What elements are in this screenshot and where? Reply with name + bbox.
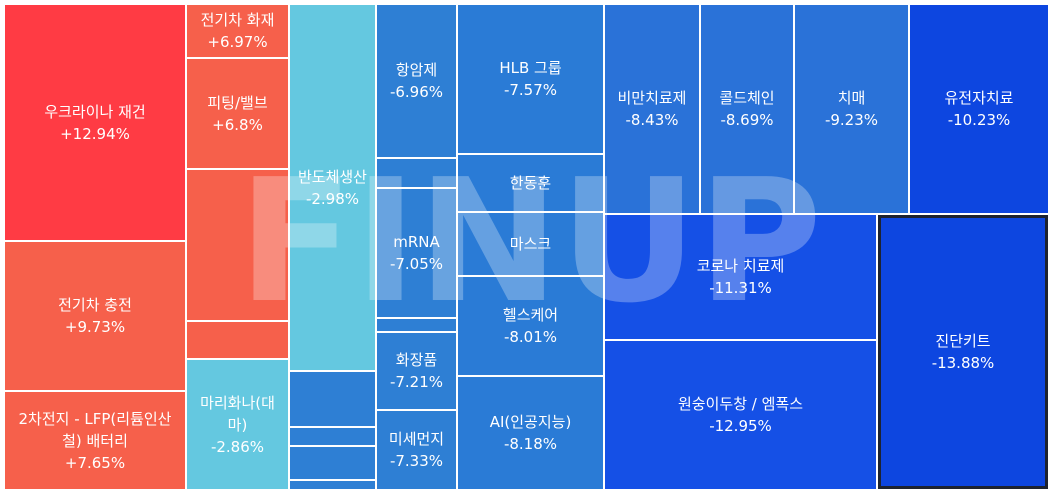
theme-change-rate: -8.01%: [503, 328, 558, 346]
theme-name: 화장품: [395, 351, 438, 369]
theme-name: 전기차 충전: [58, 296, 132, 314]
theme-tile-ukraine-reconstruction[interactable]: 우크라이나 재건 +12.94%: [5, 5, 185, 240]
theme-change-rate: -2.86%: [210, 437, 265, 456]
theme-name: 마리화나(대마): [200, 393, 275, 434]
theme-tile-healthcare[interactable]: 헬스케어 -8.01%: [458, 277, 603, 375]
theme-change-rate: +6.8%: [212, 115, 263, 134]
theme-tile-small-red-a[interactable]: [187, 170, 288, 320]
theme-tile-cosmetics[interactable]: 화장품 -7.21%: [377, 333, 456, 409]
theme-name: 마스크: [509, 235, 552, 253]
theme-tile-cold-chain[interactable]: 콜드체인 -8.69%: [701, 5, 793, 213]
theme-name: 항암제: [395, 61, 438, 79]
theme-tile-small-blue-b[interactable]: [290, 428, 375, 445]
theme-change-rate: -7.33%: [389, 452, 444, 470]
theme-tile-monkeypox[interactable]: 원숭이두창 / 엠폭스 -12.95%: [605, 341, 876, 489]
theme-tile-covid-treatment[interactable]: 코로나 치료제 -11.31%: [605, 215, 876, 339]
theme-change-rate: +12.94%: [60, 124, 130, 143]
theme-tile-small-blue-d[interactable]: [290, 481, 375, 489]
theme-tile-fine-dust[interactable]: 미세먼지 -7.33%: [377, 411, 456, 489]
theme-name: 미세먼지: [388, 430, 445, 448]
theme-tile-hlb-group[interactable]: HLB 그룹 -7.57%: [458, 5, 603, 153]
theme-tile-mask[interactable]: 마스크: [458, 213, 603, 275]
theme-tile-small-blue-c[interactable]: [290, 447, 375, 479]
theme-name: mRNA: [393, 233, 440, 251]
theme-tile-anticancer[interactable]: 항암제 -6.96%: [377, 5, 456, 157]
theme-change-rate: -7.57%: [503, 81, 558, 99]
theme-change-rate: -8.69%: [720, 111, 774, 129]
theme-change-rate: +6.97%: [207, 33, 268, 51]
theme-tile-gene-therapy[interactable]: 유전자치료 -10.23%: [910, 5, 1048, 213]
theme-name: 원숭이두창 / 엠폭스: [678, 395, 803, 413]
theme-name: 우크라이나 재건: [44, 102, 146, 121]
theme-change-rate: -12.95%: [709, 417, 772, 435]
theme-change-rate: +9.73%: [64, 318, 126, 336]
theme-change-rate: -9.23%: [824, 111, 879, 129]
theme-change-rate: -7.05%: [389, 255, 444, 273]
theme-name: 2차전지 - LFP(리튬인산철) 배터리: [18, 409, 172, 450]
theme-name: HLB 그룹: [499, 59, 562, 77]
theme-name: 콜드체인: [719, 89, 775, 107]
theme-name: 반도체생산: [297, 167, 367, 186]
theme-tile-diagnostic-kit[interactable]: 진단키트 -13.88%: [878, 215, 1048, 489]
theme-tile-ev-charging[interactable]: 전기차 충전 +9.73%: [5, 242, 185, 390]
theme-name: 전기차 화재: [200, 11, 275, 29]
theme-change-rate: -2.98%: [305, 189, 360, 208]
theme-name: 피팅/밸브: [207, 93, 268, 112]
theme-tile-semiconductor-production[interactable]: 반도체생산 -2.98%: [290, 5, 375, 370]
theme-change-rate: +7.65%: [64, 453, 126, 472]
theme-tile-lfp-battery[interactable]: 2차전지 - LFP(리튬인산철) 배터리 +7.65%: [5, 392, 185, 489]
theme-tile-ai[interactable]: AI(인공지능) -8.18%: [458, 377, 603, 489]
theme-name: 코로나 치료제: [696, 257, 785, 275]
theme-change-rate: -13.88%: [931, 354, 995, 372]
theme-change-rate: -8.43%: [625, 111, 679, 129]
theme-name: AI(인공지능): [489, 413, 572, 431]
theme-name: 치매: [837, 89, 866, 107]
theme-change-rate: -8.18%: [503, 435, 558, 453]
theme-tile-small-blue-a[interactable]: [290, 372, 375, 426]
theme-tile-mrna[interactable]: mRNA -7.05%: [377, 189, 456, 317]
theme-tile-small-blue-e[interactable]: [377, 159, 456, 187]
theme-change-rate: -7.21%: [389, 373, 444, 391]
theme-change-rate: -6.96%: [389, 83, 444, 101]
theme-change-rate: -10.23%: [947, 111, 1011, 129]
theme-tile-obesity-treatment[interactable]: 비만치료제 -8.43%: [605, 5, 699, 213]
theme-tile-small-blue-f[interactable]: [377, 319, 456, 331]
theme-name: 유전자치료: [944, 89, 1014, 107]
theme-name: 비만치료제: [617, 89, 687, 107]
theme-name: 진단키트: [935, 332, 991, 350]
theme-tile-ev-fire[interactable]: 전기차 화재 +6.97%: [187, 5, 288, 57]
theme-tile-small-red-b[interactable]: [187, 322, 288, 358]
theme-tile-dementia[interactable]: 치매 -9.23%: [795, 5, 908, 213]
theme-change-rate: -11.31%: [709, 279, 772, 297]
theme-name: 헬스케어: [502, 306, 559, 324]
theme-tile-fitting-valve[interactable]: 피팅/밸브 +6.8%: [187, 59, 288, 168]
theme-tile-cannabis[interactable]: 마리화나(대마) -2.86%: [187, 360, 288, 489]
theme-name: 한동훈: [509, 174, 552, 192]
theme-tile-handonghun[interactable]: 한동훈: [458, 155, 603, 211]
